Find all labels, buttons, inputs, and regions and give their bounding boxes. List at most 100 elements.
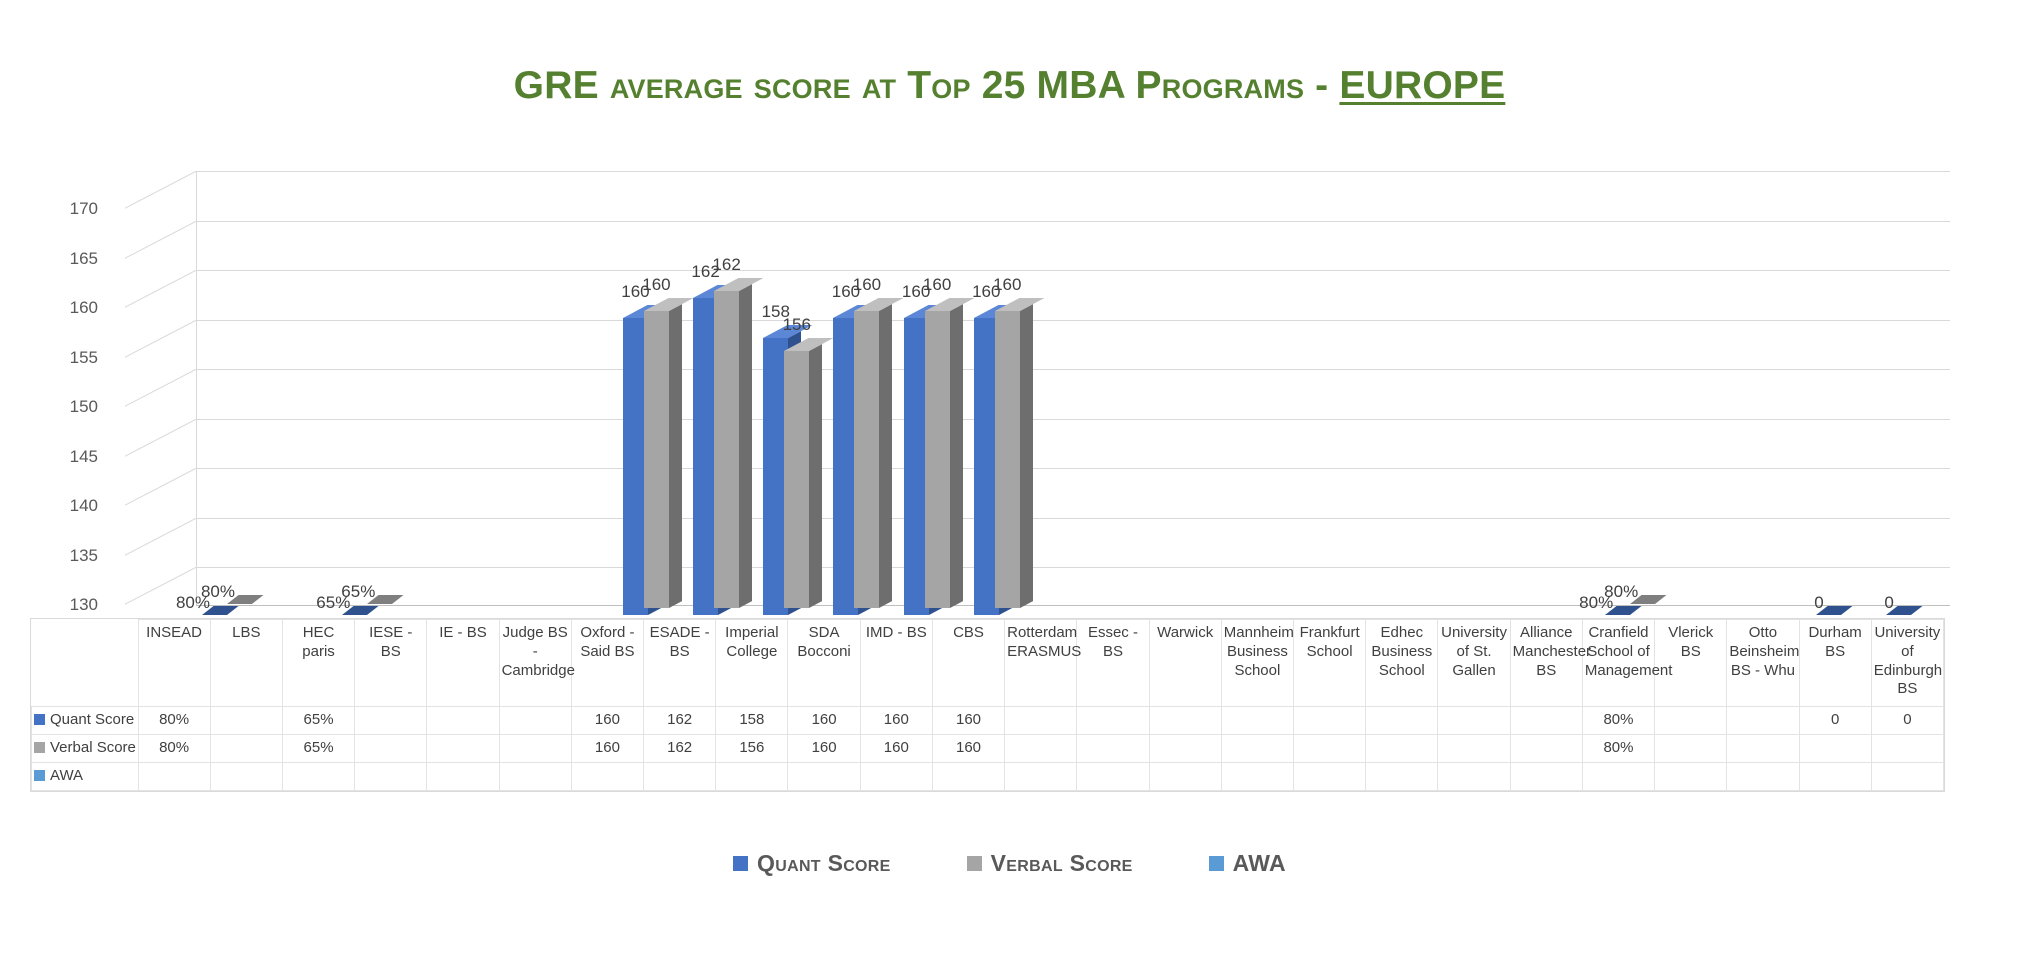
category-header-cell: Cranfield School of Management <box>1581 619 1672 707</box>
bar-slot: 65% 65% <box>316 195 406 615</box>
bar-slot: 80% 80% <box>1579 195 1669 615</box>
legend-item-awa[interactable]: AWA <box>1208 850 1286 877</box>
table-cell: 162 <box>643 734 717 763</box>
table-row: Verbal Score 80% 65% 160 162 156 160 160 160 80% <box>31 734 1945 763</box>
category-header-cell: IE - BS <box>426 619 500 707</box>
data-label: 162 <box>691 262 720 282</box>
data-label: 160 <box>852 275 882 294</box>
table-cell <box>1148 734 1222 763</box>
data-label: 160 <box>993 275 1022 294</box>
bar-slot <box>477 195 547 615</box>
category-header-cell: Rotterdam ERASMUS <box>1004 619 1081 707</box>
y-tick-155: 155 <box>69 347 98 367</box>
legend-item-quant-score[interactable]: Quant Score <box>733 850 891 877</box>
bar-slot: 160 160 <box>968 195 1045 615</box>
bar-slot <box>1038 195 1108 615</box>
table-cell <box>1292 706 1367 735</box>
category-header-cell: ESADE - BS <box>643 619 717 707</box>
table-cell <box>498 762 572 791</box>
bar-series-group: 80% 80% 65% 65% 160 160 162 162 158 156 160 160 160 1… <box>125 195 1950 615</box>
bar-verbal-score <box>714 278 764 608</box>
data-table: INSEAD LBS HEC paris IESE - BS IE - BS Judge … <box>30 618 1945 792</box>
bar-slot: 80% 80% <box>176 195 266 615</box>
data-label: 160 <box>642 275 671 294</box>
legend-label: AWA <box>1232 850 1286 876</box>
table-cell: 65% <box>281 734 356 763</box>
table-cell <box>354 734 428 763</box>
table-cell <box>1437 706 1511 735</box>
table-cell <box>1076 762 1150 791</box>
bar-slot: 160 160 <box>617 195 694 615</box>
y-tick-140: 140 <box>69 496 98 515</box>
table-cell <box>1220 734 1295 763</box>
series-name: Verbal Score <box>50 739 136 757</box>
data-label: 160 <box>901 282 931 301</box>
table-cell <box>1004 734 1078 763</box>
bar-slot: 158 156 <box>757 195 834 615</box>
table-cell: 160 <box>931 706 1006 735</box>
table-cell <box>209 706 283 735</box>
series-name: Quant Score <box>50 711 135 729</box>
bar-verbal-score <box>994 298 1045 608</box>
bar-slot: 0 <box>1810 195 1880 615</box>
table-cell <box>354 762 428 791</box>
table-cell <box>1870 762 1945 791</box>
data-label: 65% <box>341 582 376 601</box>
table-cell <box>1509 706 1583 735</box>
table-cell: 160 <box>859 734 933 763</box>
table-cell: 160 <box>931 734 1006 763</box>
series-row-label: Verbal Score <box>31 734 139 763</box>
data-label: 160 <box>922 275 952 294</box>
legend-item-verbal-score[interactable]: Verbal Score <box>966 850 1133 877</box>
bar-verbal-score <box>643 298 694 608</box>
category-header-cell: Vlerick BS <box>1654 619 1728 707</box>
table-cell <box>1076 734 1150 763</box>
table-cell: 0 <box>1870 706 1945 735</box>
series-color-swatch <box>34 770 45 782</box>
category-header-cell: IESE - BS <box>354 619 428 707</box>
table-cell: 162 <box>643 706 717 735</box>
data-label: 158 <box>761 301 790 321</box>
table-cell <box>1798 734 1872 763</box>
table-row-categories: INSEAD LBS HEC paris IESE - BS IE - BS Judge … <box>31 619 1945 707</box>
table-cell: 160 <box>570 706 645 735</box>
category-header-cell: Judge BS - Cambridge <box>498 619 575 707</box>
data-label: 0 <box>1814 593 1824 612</box>
bar-slot <box>1669 195 1739 615</box>
bar-verbal-score <box>924 298 975 608</box>
table-cell <box>1798 762 1872 791</box>
bar-verbal-score <box>784 337 834 608</box>
table-cell <box>1365 762 1439 791</box>
table-cell <box>426 762 500 791</box>
category-header-cell: SDA Bocconi <box>787 619 861 707</box>
data-label: 160 <box>621 282 650 301</box>
data-label: 80% <box>1579 593 1614 612</box>
bar-slot: 162 162 <box>687 195 764 615</box>
table-cell <box>570 762 645 791</box>
y-axis-line <box>196 171 197 605</box>
category-header-cell: Imperial College <box>715 619 789 707</box>
data-label: 80% <box>175 593 210 612</box>
bar-slot: 160 160 <box>898 195 975 615</box>
table-cell <box>1726 706 1800 735</box>
table-cell: 160 <box>787 706 861 735</box>
category-header-cell: Mannheim Business School <box>1220 619 1295 707</box>
table-cell <box>1509 734 1583 763</box>
category-header-cell: Durham BS <box>1798 619 1872 707</box>
data-label: 80% <box>200 582 235 601</box>
table-cell: 0 <box>1798 706 1872 735</box>
table-cell: 80% <box>1581 734 1656 763</box>
table-cell: 156 <box>715 734 789 763</box>
table-cell <box>1654 734 1728 763</box>
category-header-cell: LBS <box>209 619 283 707</box>
table-cell: 160 <box>859 706 933 735</box>
table-cell <box>931 762 1006 791</box>
table-cell: 158 <box>715 706 789 735</box>
table-corner-cell <box>31 619 139 707</box>
bar-quant-score <box>973 305 1024 615</box>
category-header-cell: University of St. Gallen <box>1437 619 1511 707</box>
data-label: 80% <box>1604 582 1639 601</box>
table-cell <box>1148 762 1222 791</box>
data-label: 160 <box>831 282 861 301</box>
table-cell <box>1292 762 1367 791</box>
